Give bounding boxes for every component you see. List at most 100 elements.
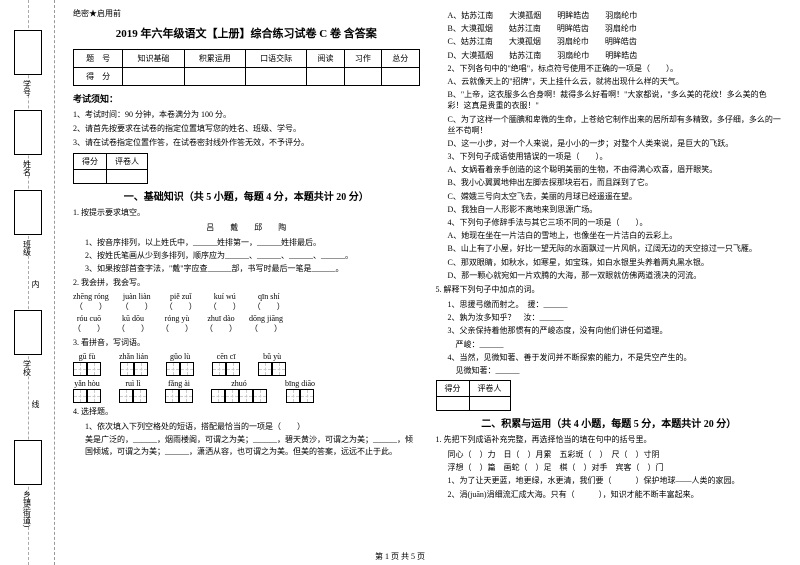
option: B、山上有了小屋，好比一望无际的水面飘过一片风帆，辽阔无边的天空掠过一只飞雁。 — [448, 243, 783, 254]
pinyin: gū fù — [79, 352, 96, 361]
margin-box-name — [14, 110, 42, 155]
th: 题 号 — [74, 50, 123, 68]
char-group: gǔo lù — [166, 352, 194, 376]
pinyin: qīn shí — [258, 292, 280, 301]
label-class: 班级 — [22, 240, 33, 256]
option: C、为了这样一个腼腆和卑微的生命，上苍给它制作出来的居所却有多精致，多仔细，多么… — [448, 114, 783, 136]
pinyin: juàn liàn — [123, 292, 151, 301]
char-group: cēn cī — [212, 352, 240, 376]
label-school: 学校 — [22, 360, 33, 376]
bracket: （ ） — [73, 323, 105, 334]
seal-mark-1: 内 — [30, 280, 41, 288]
grader-label: 评卷人 — [107, 153, 148, 169]
char-group: yǎn hòu — [73, 379, 101, 403]
pinyin: dōng jiāng — [249, 314, 283, 323]
section-score-box: 得分 评卷人 — [73, 153, 148, 184]
left-column: 绝密★启用前 2019 年六年级语文【上册】综合练习试卷 C 卷 含答案 题 号… — [65, 8, 428, 557]
confidential-mark: 绝密★启用前 — [73, 8, 420, 19]
th: 阅读 — [307, 50, 344, 68]
th: 积累运用 — [184, 50, 245, 68]
section-score-box-2: 得分 评卷人 — [436, 380, 511, 411]
notice-item: 2、请首先按要求在试卷的指定位置填写您的姓名、班级、学号。 — [73, 123, 420, 134]
q5-item: 1、思援弓缴而射之。 援：______ — [448, 299, 783, 310]
q5-stem: 5. 解释下列句子中加点的词。 — [436, 284, 783, 296]
char-group: ruì lì — [119, 379, 147, 403]
pinyin-item: juàn liàn（ ） — [121, 292, 153, 312]
option: D、那一颗心就宛如一片欢腾的大海，那一双眼就仿佛两道溃决的河流。 — [448, 270, 783, 281]
th: 知识基础 — [123, 50, 184, 68]
pinyin: ruì lì — [125, 379, 140, 388]
td — [344, 68, 381, 86]
q2-stem: 2. 我会拼，我会写。 — [73, 277, 420, 289]
bracket: （ ） — [209, 301, 241, 312]
char-group: gū fù — [73, 352, 101, 376]
q4-2-stem: 2、下列各句中的"绝唱"，标点符号使用不正确的一项是（ ）。 — [448, 63, 783, 74]
option: A、女娲看着亲手创造的这个聪明美丽的生物，不由得满心欢喜，眉开眼笑。 — [448, 164, 783, 175]
q3-stem: 3. 看拼音，写词语。 — [73, 337, 420, 349]
option: D、我独自一人形影不离地来到思源广场。 — [448, 204, 783, 215]
pinyin: piě zuǐ — [170, 292, 192, 301]
label-town: 乡镇(街道) — [22, 490, 33, 527]
pinyin: bǔ yù — [263, 352, 281, 361]
s2-q1-stem: 1. 先把下列成语补充完整，再选择恰当的填在句中的括号里。 — [436, 434, 783, 446]
q1-item: 3、如果按部首查字法，"戴"字应查______部，书写时最后一笔是______。 — [85, 263, 420, 274]
q5-item: 严峻：______ — [448, 339, 783, 350]
q5-item: 3、父亲保持着他那惯有的严峻态度，没有向他们讲任何道理。 — [448, 325, 783, 336]
pinyin-item: kuí wú（ ） — [209, 292, 241, 312]
notice-title: 考试须知： — [73, 92, 420, 105]
notice-item: 3、请在试卷指定位置作答，在试卷密封线外作答无效，不予评分。 — [73, 137, 420, 148]
score-table: 题 号 知识基础 积累运用 口语交际 阅读 习作 总分 得 分 — [73, 49, 420, 86]
option: C、嫦娥三号向太空飞去，美丽的月球已经遥遥在望。 — [448, 191, 783, 202]
pinyin: fǎng ài — [168, 379, 190, 388]
pinyin-item: róng yù（ ） — [161, 314, 193, 334]
bracket: （ ） — [165, 301, 197, 312]
section-2-title: 二、积累与运用（共 4 小题，每题 5 分，本题共计 20 分） — [436, 415, 783, 430]
option: B、大漠孤烟 姑苏江南 明眸皓齿 羽扇纶巾 — [448, 23, 783, 34]
q5-item: 见微知著：______ — [448, 365, 783, 376]
char-group: zhuó — [211, 379, 267, 403]
pinyin-item: zhēng róng（ ） — [73, 292, 109, 312]
margin-box-class — [14, 190, 42, 235]
blank-cell — [436, 397, 469, 411]
th: 口语交际 — [245, 50, 306, 68]
q1-chars: 吕 戴 邱 陶 — [73, 222, 420, 234]
pinyin-item: kū dōu（ ） — [117, 314, 149, 334]
td — [123, 68, 184, 86]
content-area: 绝密★启用前 2019 年六年级语文【上册】综合练习试卷 C 卷 含答案 题 号… — [55, 0, 800, 565]
td — [184, 68, 245, 86]
pinyin: róu cuō — [77, 314, 101, 323]
score-label: 得分 — [74, 153, 107, 169]
binding-margin: 学号 姓名 班级 内 学校 线 乡镇(街道) — [0, 0, 55, 565]
td — [307, 68, 344, 86]
option: A、她现在坐在一片洁白的雪地上，也像坐在一片洁白的云彩上。 — [448, 230, 783, 241]
blank-cell — [107, 169, 148, 183]
pinyin: zhuī dào — [207, 314, 234, 323]
pinyin: kū dōu — [122, 314, 144, 323]
td: 得 分 — [74, 68, 123, 86]
bracket: （ ） — [75, 301, 107, 312]
q4-4-stem: 4、下列句子修辞手法与其它三项不同的一项是（ ）。 — [448, 217, 783, 228]
blank-cell — [469, 397, 510, 411]
pinyin-row: róu cuō（ ） kū dōu（ ） róng yù（ ） zhuī dào… — [73, 314, 420, 334]
pinyin-item: qīn shí（ ） — [253, 292, 285, 312]
page-footer: 第 1 页 共 5 页 — [375, 551, 425, 562]
bracket: （ ） — [161, 323, 193, 334]
seal-mark-2: 线 — [30, 400, 41, 408]
option: B、我小心翼翼地伸出左脚去探那块岩石，而且踩到了它。 — [448, 177, 783, 188]
table-row: 得 分 — [74, 68, 420, 86]
th: 总分 — [382, 50, 419, 68]
s2-line: 浮想（ ）篇 画蛇（ ）足 棋（ ）对手 宾客（ ）门 — [448, 462, 783, 473]
pinyin: róng yù — [165, 314, 190, 323]
s2-line: 1、为了让天更蓝，地更绿，水更清，我们要（ ）保护地球——人类的家园。 — [448, 475, 783, 486]
label-name: 姓名 — [22, 160, 33, 176]
option: D、大漠孤烟 姑苏江南 羽扇纶巾 明眸皓齿 — [448, 50, 783, 61]
q4-stem: 4. 选择题。 — [73, 406, 420, 418]
option: D、这一小步，对一个人来说，是小小的一步；对整个人类来说，是巨大的飞跃。 — [448, 138, 783, 149]
char-group: zhǎn lián — [119, 352, 148, 376]
q4-item: 1、依次填入下列空格处的短语，搭配最恰当的一项是（ ） — [85, 421, 420, 432]
margin-box-school — [14, 310, 42, 355]
pinyin: gǔo lù — [170, 352, 190, 361]
margin-box-town — [14, 440, 42, 485]
q4-3-stem: 3、下列句子成语使用错误的一项是（ ）。 — [448, 151, 783, 162]
grader-label: 评卷人 — [469, 381, 510, 397]
